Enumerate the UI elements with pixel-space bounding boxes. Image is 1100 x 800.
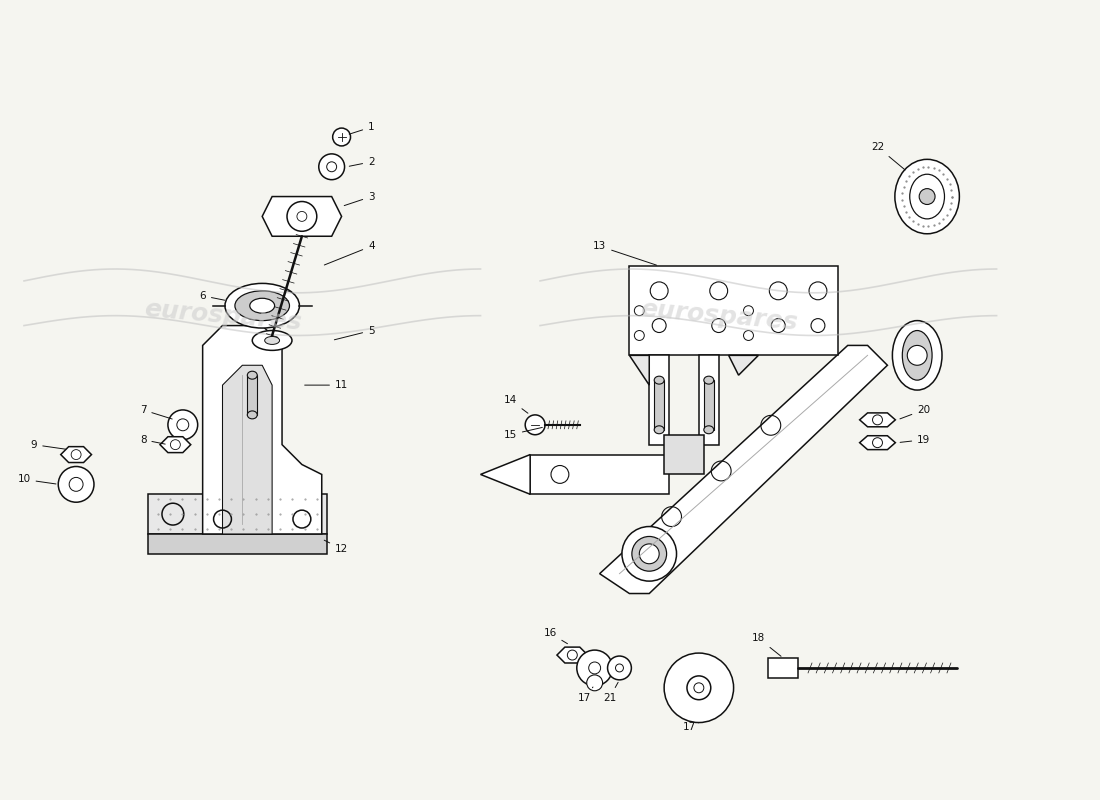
Text: 1: 1: [349, 122, 375, 134]
Polygon shape: [859, 413, 895, 426]
Text: 3: 3: [344, 191, 375, 206]
Ellipse shape: [704, 376, 714, 384]
Text: 19: 19: [900, 434, 931, 445]
Text: 4: 4: [324, 241, 375, 265]
Ellipse shape: [631, 537, 667, 571]
Circle shape: [639, 544, 659, 564]
Text: 16: 16: [543, 628, 568, 644]
Text: 17: 17: [682, 722, 698, 733]
Text: 10: 10: [18, 474, 56, 484]
Text: 21: 21: [603, 682, 618, 702]
Text: 8: 8: [140, 434, 165, 445]
Polygon shape: [148, 534, 327, 554]
Circle shape: [525, 415, 544, 434]
Ellipse shape: [902, 330, 932, 380]
Text: 5: 5: [334, 326, 375, 340]
Polygon shape: [859, 436, 895, 450]
Polygon shape: [629, 266, 838, 355]
Text: 18: 18: [751, 633, 781, 656]
Circle shape: [586, 675, 603, 690]
Ellipse shape: [235, 291, 289, 321]
Polygon shape: [248, 375, 257, 415]
Text: 13: 13: [593, 241, 657, 265]
Ellipse shape: [704, 426, 714, 434]
Text: 12: 12: [324, 540, 349, 554]
Polygon shape: [557, 647, 587, 663]
Text: 2: 2: [350, 157, 375, 167]
Ellipse shape: [248, 411, 257, 419]
Polygon shape: [262, 197, 342, 236]
Circle shape: [920, 189, 935, 205]
Circle shape: [319, 154, 344, 180]
Text: 17: 17: [579, 687, 593, 702]
Ellipse shape: [654, 426, 664, 434]
Ellipse shape: [226, 283, 299, 328]
Text: 7: 7: [140, 405, 173, 419]
Text: eurospares: eurospares: [143, 297, 302, 334]
Circle shape: [168, 410, 198, 440]
Text: 15: 15: [504, 427, 542, 440]
Circle shape: [58, 466, 94, 502]
Polygon shape: [222, 366, 272, 534]
Polygon shape: [202, 326, 321, 534]
Ellipse shape: [248, 371, 257, 379]
Polygon shape: [160, 437, 190, 453]
Circle shape: [332, 128, 351, 146]
Ellipse shape: [252, 330, 292, 350]
Circle shape: [908, 346, 927, 366]
Polygon shape: [148, 494, 327, 534]
Ellipse shape: [621, 526, 676, 581]
Ellipse shape: [910, 174, 945, 219]
Polygon shape: [728, 355, 758, 375]
Ellipse shape: [895, 159, 959, 234]
Polygon shape: [698, 355, 718, 445]
Text: 14: 14: [504, 395, 528, 414]
Ellipse shape: [892, 321, 942, 390]
Polygon shape: [704, 380, 714, 430]
Polygon shape: [60, 446, 91, 462]
Circle shape: [664, 653, 734, 722]
Text: 9: 9: [31, 440, 66, 450]
Circle shape: [607, 656, 631, 680]
Polygon shape: [600, 346, 888, 594]
Ellipse shape: [250, 298, 275, 313]
Polygon shape: [664, 434, 704, 474]
Polygon shape: [629, 355, 649, 385]
Ellipse shape: [654, 376, 664, 384]
Text: 6: 6: [199, 290, 224, 301]
Text: 11: 11: [305, 380, 349, 390]
Polygon shape: [481, 454, 530, 494]
Polygon shape: [649, 355, 669, 445]
Polygon shape: [530, 454, 669, 494]
Text: eurospares: eurospares: [639, 297, 799, 334]
Text: 20: 20: [900, 405, 931, 419]
Polygon shape: [654, 380, 664, 430]
Text: 22: 22: [871, 142, 905, 170]
Ellipse shape: [265, 337, 279, 345]
Circle shape: [576, 650, 613, 686]
Polygon shape: [768, 658, 799, 678]
